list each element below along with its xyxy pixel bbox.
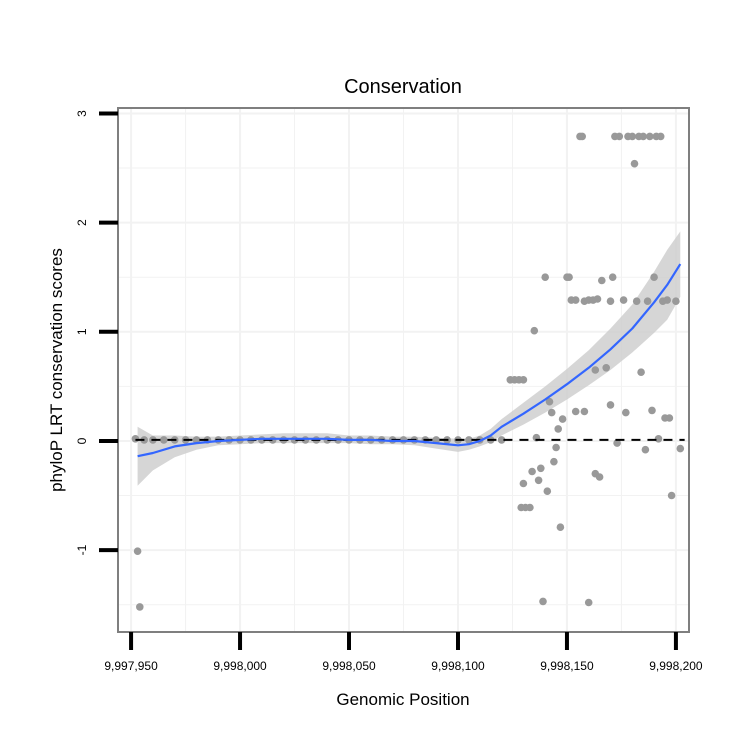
data-point	[133, 547, 142, 555]
y-tick-label: 2	[75, 219, 89, 226]
data-point	[656, 132, 665, 141]
data-point	[537, 464, 545, 473]
y-tick-label: 0	[75, 437, 89, 444]
data-point	[622, 408, 630, 417]
data-point	[539, 597, 547, 606]
data-point	[519, 376, 528, 384]
data-point	[641, 445, 650, 454]
x-tick-label: 9,998,150	[540, 659, 594, 673]
data-point	[554, 425, 562, 433]
x-tick-label: 9,998,050	[322, 659, 376, 673]
data-point	[665, 414, 674, 422]
data-point	[646, 132, 654, 141]
data-point	[643, 297, 652, 306]
data-point	[497, 436, 506, 444]
data-point	[580, 407, 589, 416]
data-point	[606, 401, 615, 409]
data-point	[613, 439, 621, 447]
data-point	[465, 436, 473, 444]
grid-lines	[118, 108, 689, 632]
y-axis-title: phyloP LRT conservation scores	[47, 248, 66, 492]
data-point	[632, 297, 641, 306]
data-point	[192, 436, 201, 444]
data-point	[550, 457, 558, 466]
data-point	[606, 297, 615, 306]
x-tick-label: 9,998,200	[649, 659, 703, 673]
data-point	[526, 503, 534, 512]
data-point	[654, 435, 663, 443]
data-point	[650, 273, 658, 282]
data-point	[541, 273, 549, 282]
data-point	[571, 296, 580, 304]
x-tick-label: 9,997,950	[104, 659, 158, 673]
data-point	[519, 479, 528, 488]
data-point	[608, 273, 617, 282]
smooth-line-layer	[137, 263, 682, 458]
data-point	[648, 406, 656, 415]
data-point	[598, 276, 606, 285]
data-point	[584, 598, 593, 607]
data-point	[558, 415, 567, 423]
data-point	[547, 408, 556, 417]
data-point	[667, 491, 676, 500]
smooth-fit-line	[137, 263, 682, 458]
data-point	[578, 132, 586, 141]
data-point	[676, 444, 685, 453]
data-point	[619, 296, 628, 304]
data-point	[543, 487, 552, 496]
data-point	[160, 436, 168, 444]
data-point	[615, 132, 624, 141]
x-axis-title: Genomic Position	[336, 690, 469, 709]
data-point	[602, 364, 610, 372]
data-point	[534, 476, 543, 485]
data-point	[593, 295, 602, 303]
y-tick-label: -1	[75, 544, 89, 555]
data-point	[131, 435, 140, 443]
x-tick-label: 9,998,100	[431, 659, 485, 673]
data-point	[545, 397, 554, 406]
data-point	[552, 443, 560, 452]
data-point	[630, 159, 639, 168]
x-tick-label: 9,998,000	[213, 659, 267, 673]
data-point	[136, 603, 144, 611]
data-point	[672, 297, 680, 306]
data-point	[528, 467, 536, 476]
data-point	[432, 436, 441, 444]
data-point	[639, 132, 647, 141]
data-point	[565, 273, 573, 282]
data-point	[637, 368, 645, 377]
y-tick-label: 3	[75, 110, 89, 117]
data-point	[663, 296, 671, 304]
data-point	[571, 407, 580, 416]
data-point	[530, 326, 539, 335]
y-tick-label: 1	[75, 328, 89, 335]
x-axis: 9,997,950 9,998,000 9,998,050 9,998,100 9,99…	[104, 632, 703, 673]
chart-title: Conservation	[344, 76, 462, 98]
data-point	[556, 523, 565, 531]
panel-border	[117, 107, 690, 633]
y-axis: -1 0 1 2 3	[75, 110, 118, 555]
data-point	[591, 366, 600, 374]
data-point	[595, 473, 604, 481]
data-point	[628, 132, 637, 141]
